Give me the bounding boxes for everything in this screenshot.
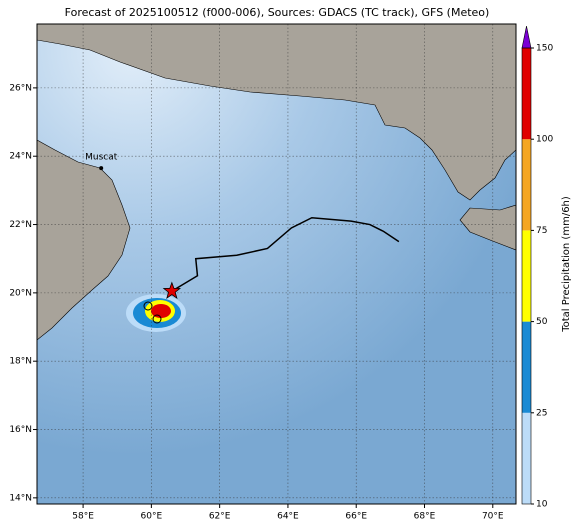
storm-track bbox=[171, 216, 400, 292]
colorbar-segment bbox=[522, 412, 531, 504]
land-oman bbox=[37, 139, 131, 341]
map-frame bbox=[36, 23, 517, 505]
lat-tick-label: 24°N bbox=[9, 152, 32, 162]
colorbar-segment bbox=[522, 321, 531, 413]
lat-tick-label: 18°N bbox=[9, 357, 32, 367]
lon-tick-label: 60°E bbox=[141, 512, 163, 522]
lat-tick-label: 16°N bbox=[9, 425, 32, 435]
map-title: Forecast of 2025100512 (f000-006), Sourc… bbox=[65, 6, 490, 19]
colorbar-segment bbox=[522, 230, 531, 322]
lon-tick-label: 68°E bbox=[414, 512, 436, 522]
land-india bbox=[459, 204, 516, 251]
colorbar-tick-label: 50 bbox=[536, 317, 548, 327]
colorbar-segment bbox=[522, 48, 531, 140]
lon-tick-label: 62°E bbox=[209, 512, 231, 522]
rain-intense bbox=[151, 304, 171, 318]
land-north bbox=[37, 24, 516, 201]
colorbar-tick-label: 100 bbox=[536, 135, 553, 145]
city-label: Muscat bbox=[85, 153, 118, 163]
lat-tick-label: 14°N bbox=[9, 493, 32, 503]
lon-tick-label: 64°E bbox=[277, 512, 299, 522]
cyclone-symbol bbox=[152, 314, 162, 324]
colorbar-segment bbox=[522, 139, 531, 231]
city-marker bbox=[99, 166, 104, 171]
lat-tick-label: 22°N bbox=[9, 220, 32, 230]
colorbar-extend bbox=[521, 25, 532, 49]
lon-tick-label: 66°E bbox=[345, 512, 367, 522]
colorbar-tick-label: 150 bbox=[536, 44, 553, 54]
lat-tick-label: 20°N bbox=[9, 288, 32, 298]
colorbar-frame bbox=[521, 47, 532, 505]
lon-tick-label: 70°E bbox=[482, 512, 504, 522]
cyclone-symbol bbox=[143, 301, 153, 311]
colorbar-tick-label: 25 bbox=[536, 408, 547, 418]
colorbar-tick-label: 75 bbox=[536, 226, 547, 236]
lon-tick-label: 58°E bbox=[72, 512, 94, 522]
storm-position bbox=[162, 281, 182, 299]
map-area: Muscat bbox=[37, 24, 516, 504]
colorbar-tick-label: 10 bbox=[536, 500, 548, 510]
colorbar-label: Total Precipitation (mm/6h) bbox=[561, 196, 572, 333]
lat-tick-label: 26°N bbox=[9, 83, 32, 93]
